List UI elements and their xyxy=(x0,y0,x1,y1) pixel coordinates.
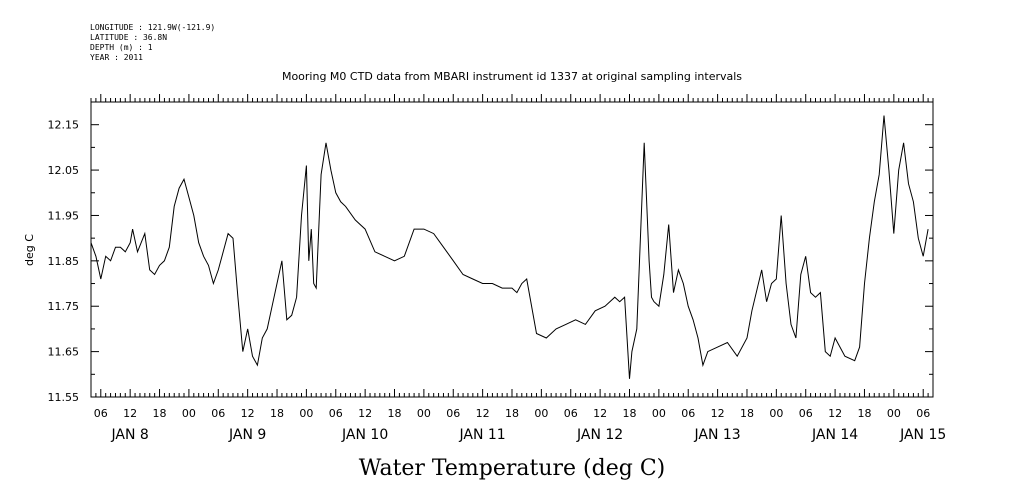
year-label: YEAR : 2011 xyxy=(90,53,143,62)
x-tick-label: 00 xyxy=(652,407,666,420)
x-tick-label: 12 xyxy=(828,407,842,420)
temperature-series-line xyxy=(90,115,929,379)
x-tick-label: 18 xyxy=(388,407,402,420)
metadata-block: LONGITUDE : 121.9W(-121.9) LATITUDE : 36… xyxy=(90,23,215,62)
x-tick-label: 06 xyxy=(211,407,225,420)
x-tick-label: 06 xyxy=(916,407,930,420)
latitude-label: LATITUDE : 36.8N xyxy=(90,33,167,42)
y-tick-label: 11.65 xyxy=(48,346,80,359)
x-day-label: JAN 8 xyxy=(111,427,149,443)
y-tick-label: 12.05 xyxy=(48,164,80,177)
x-tick-label: 06 xyxy=(564,407,578,420)
longitude-label: LONGITUDE : 121.9W(-121.9) xyxy=(90,23,215,32)
x-day-label: JAN 14 xyxy=(811,427,858,443)
depth-label: DEPTH (m) : 1 xyxy=(90,43,153,52)
x-tick-label: 00 xyxy=(769,407,783,420)
x-tick-label: 06 xyxy=(681,407,695,420)
x-axis-label: Water Temperature (deg C) xyxy=(359,456,666,481)
x-tick-label: 06 xyxy=(94,407,108,420)
x-tick-label: 06 xyxy=(329,407,343,420)
x-tick-label: 00 xyxy=(182,407,196,420)
x-tick-label: 12 xyxy=(241,407,255,420)
y-axis-label: deg C xyxy=(23,234,36,266)
x-axis-labels: 06 12 18 00 06 12 18 00 06 12 18 00 06 12 18 00 06 12 18 00… xyxy=(94,407,947,443)
x-tick-label: 18 xyxy=(740,407,754,420)
x-tick-label: 12 xyxy=(593,407,607,420)
x-day-label: JAN 12 xyxy=(576,427,623,443)
x-tick-label: 18 xyxy=(153,407,167,420)
y-tick-label: 11.75 xyxy=(48,300,80,313)
x-day-label: JAN 9 xyxy=(228,427,266,443)
x-day-label: JAN 10 xyxy=(341,427,388,443)
x-day-label: JAN 13 xyxy=(694,427,741,443)
y-tick-label: 11.55 xyxy=(48,391,80,404)
y-tick-label: 11.85 xyxy=(48,255,80,268)
y-axis-ticks xyxy=(91,101,933,398)
x-tick-label: 00 xyxy=(887,407,901,420)
x-tick-label: 00 xyxy=(299,407,313,420)
y-tick-label: 12.15 xyxy=(48,119,80,132)
x-tick-label: 18 xyxy=(505,407,519,420)
chart-title: Mooring M0 CTD data from MBARI instrumen… xyxy=(282,70,742,83)
x-tick-label: 12 xyxy=(476,407,490,420)
x-tick-label: 18 xyxy=(857,407,871,420)
x-tick-label: 18 xyxy=(622,407,636,420)
x-tick-label: 12 xyxy=(358,407,372,420)
y-tick-label: 11.95 xyxy=(48,209,80,222)
x-axis-ticks xyxy=(90,94,934,397)
x-tick-label: 00 xyxy=(534,407,548,420)
x-tick-label: 12 xyxy=(711,407,725,420)
x-tick-label: 06 xyxy=(446,407,460,420)
x-tick-label: 18 xyxy=(270,407,284,420)
y-axis-labels: 11.55 11.65 11.75 11.85 11.95 12.05 12.15 xyxy=(48,119,80,404)
x-day-label: JAN 15 xyxy=(899,427,946,443)
plot-frame xyxy=(90,101,934,398)
x-tick-label: 12 xyxy=(123,407,137,420)
x-tick-label: 06 xyxy=(799,407,813,420)
x-day-label: JAN 11 xyxy=(459,427,506,443)
x-tick-label: 00 xyxy=(417,407,431,420)
